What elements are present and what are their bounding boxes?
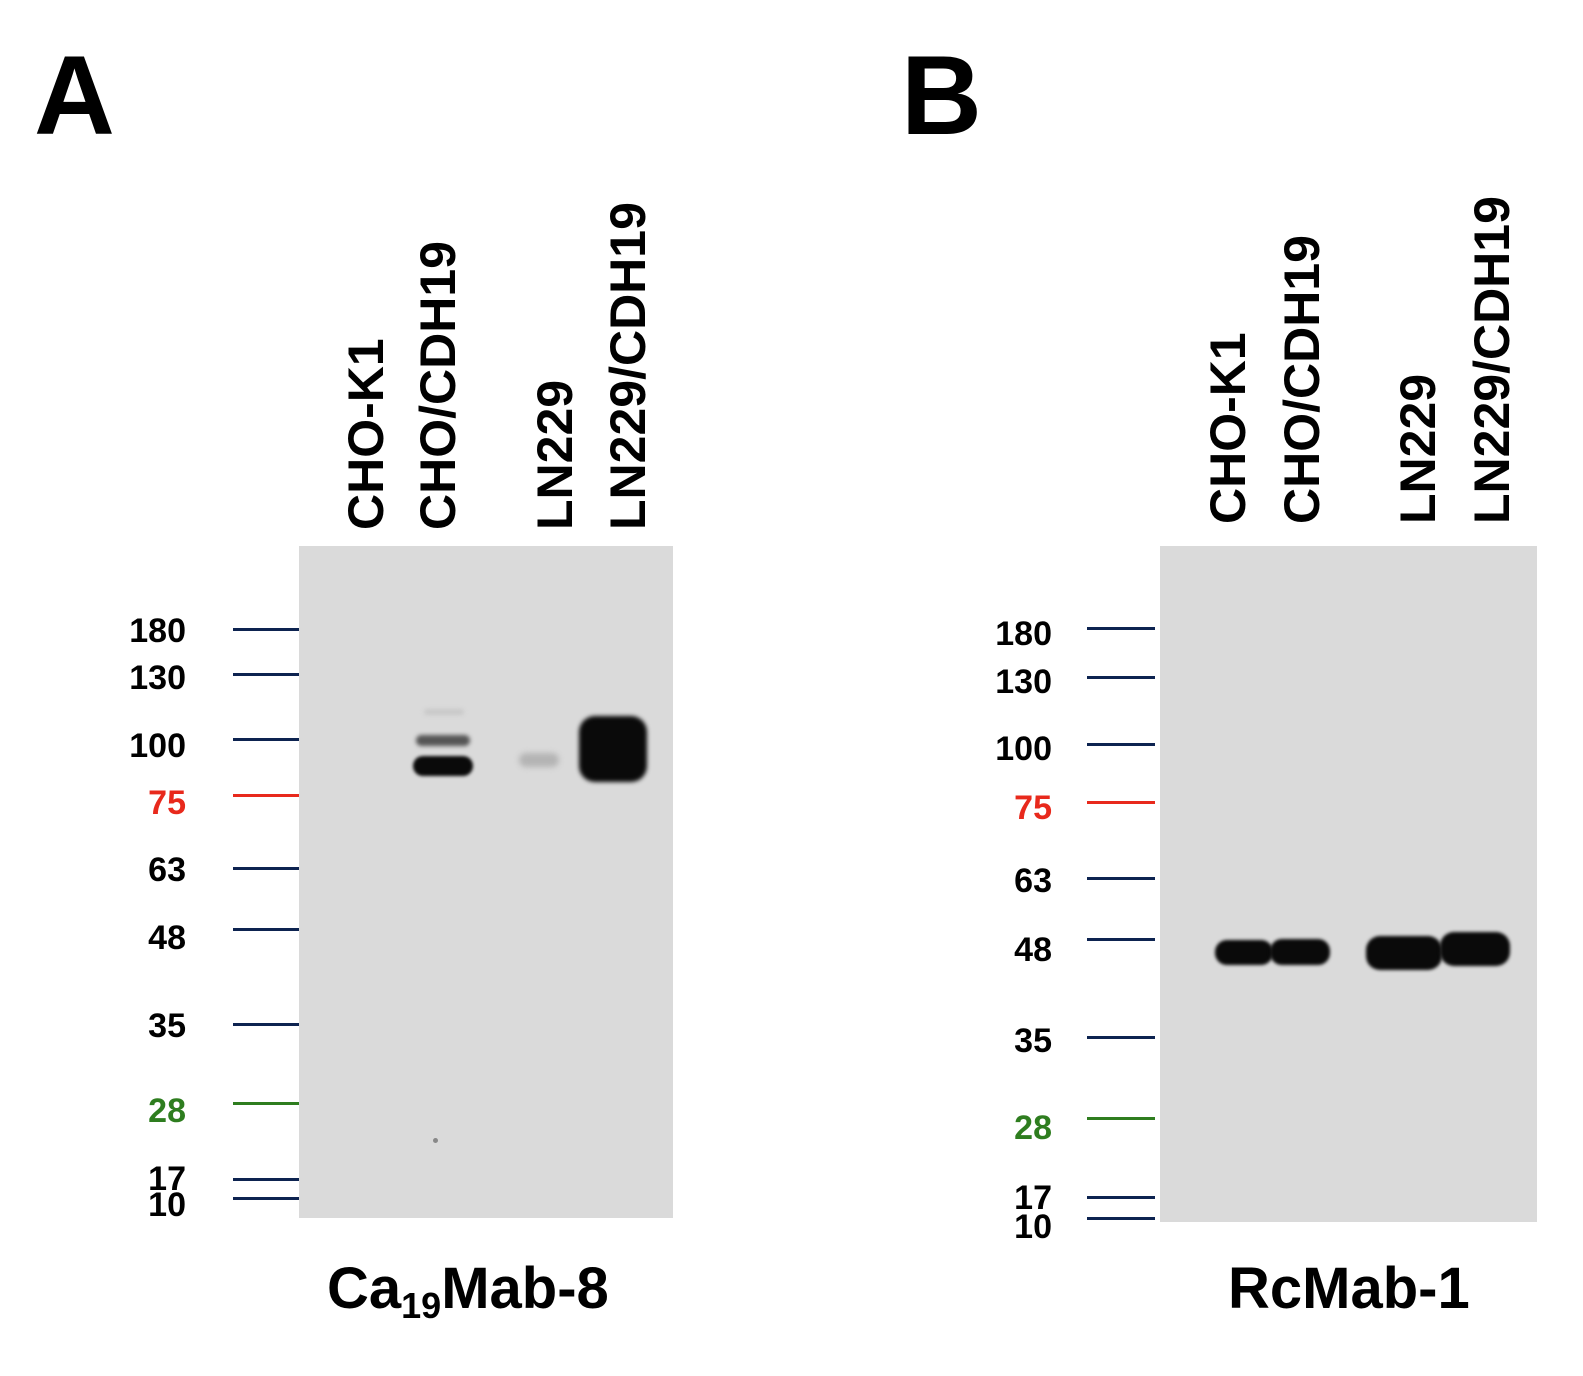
marker-line-130 — [233, 673, 299, 676]
lane-label-cho-k1: CHO-K1 — [1200, 332, 1256, 524]
marker-label-63: 63 — [1014, 862, 1052, 900]
marker-label-48: 48 — [1014, 931, 1052, 969]
marker-line-10 — [1087, 1217, 1155, 1220]
marker-line-28 — [233, 1102, 299, 1105]
marker-line-180 — [233, 628, 299, 631]
lane-label-ln229-cdh19: LN229/CDH19 — [600, 202, 656, 530]
band-ln229-faint — [519, 753, 559, 767]
marker-line-63 — [233, 867, 299, 870]
lane-label-ln229-cdh19: LN229/CDH19 — [1464, 196, 1520, 524]
marker-line-35 — [1087, 1036, 1155, 1039]
lane-label-cho-k1: CHO-K1 — [338, 338, 394, 530]
blot-membrane-b — [1160, 546, 1537, 1222]
marker-line-63 — [1087, 877, 1155, 880]
marker-label-28: 28 — [148, 1092, 186, 1130]
marker-line-48 — [1087, 938, 1155, 941]
marker-label-28: 28 — [1014, 1109, 1052, 1147]
marker-label-75: 75 — [1014, 789, 1052, 827]
marker-label-180: 180 — [129, 612, 186, 650]
speck — [433, 1138, 438, 1143]
antibody-name-b: RcMab-1 — [1228, 1256, 1470, 1321]
band-cho-cdh19-faint — [424, 709, 464, 715]
marker-label-130: 130 — [995, 663, 1052, 701]
marker-label-35: 35 — [1014, 1022, 1052, 1060]
marker-line-130 — [1087, 676, 1155, 679]
marker-line-35 — [233, 1023, 299, 1026]
marker-line-75 — [233, 794, 299, 797]
band-cho-cdh19 — [1270, 939, 1330, 965]
marker-line-17 — [1087, 1196, 1155, 1199]
marker-label-17: 17 — [1014, 1179, 1052, 1217]
panel-letter-b: B — [901, 33, 982, 158]
band-cho-cdh19-upper — [416, 735, 470, 746]
band-cho-cdh19-main — [413, 756, 473, 776]
marker-label-17: 17 — [148, 1160, 186, 1198]
antibody-label-a: Ca19Mab-8 — [327, 1260, 609, 1324]
marker-line-180 — [1087, 627, 1155, 630]
marker-label-180: 180 — [995, 615, 1052, 653]
antibody-label-b: RcMab-1 — [1228, 1260, 1470, 1318]
marker-line-28 — [1087, 1117, 1155, 1120]
blot-membrane-a — [299, 546, 673, 1218]
marker-label-100: 100 — [129, 727, 186, 765]
marker-line-48 — [233, 928, 299, 931]
band-ln229 — [1366, 936, 1442, 970]
marker-label-48: 48 — [148, 919, 186, 957]
marker-label-35: 35 — [148, 1007, 186, 1045]
marker-label-10: 10 — [148, 1186, 186, 1224]
lane-label-ln229: LN229 — [527, 379, 583, 530]
marker-label-130: 130 — [129, 659, 186, 697]
marker-line-17 — [233, 1178, 299, 1181]
band-ln229-cdh19-strong — [579, 716, 647, 782]
lane-label-cho-cdh19: CHO/CDH19 — [1274, 235, 1330, 524]
panel-letter-a: A — [34, 33, 115, 158]
antibody-name-a-main: Ca — [327, 1256, 402, 1321]
marker-label-10: 10 — [1014, 1208, 1052, 1246]
marker-line-75 — [1087, 801, 1155, 804]
marker-line-100 — [233, 738, 299, 741]
marker-label-100: 100 — [995, 730, 1052, 768]
antibody-name-a-sub: 19 — [401, 1285, 442, 1326]
antibody-name-a-rest: Mab-8 — [441, 1256, 609, 1321]
lane-label-ln229: LN229 — [1390, 373, 1446, 524]
marker-label-63: 63 — [148, 851, 186, 889]
lane-label-cho-cdh19: CHO/CDH19 — [410, 241, 466, 530]
marker-label-75: 75 — [148, 784, 186, 822]
band-cho-k1 — [1215, 940, 1273, 965]
band-ln229-cdh19 — [1440, 932, 1510, 966]
marker-line-100 — [1087, 743, 1155, 746]
marker-line-10 — [233, 1197, 299, 1200]
